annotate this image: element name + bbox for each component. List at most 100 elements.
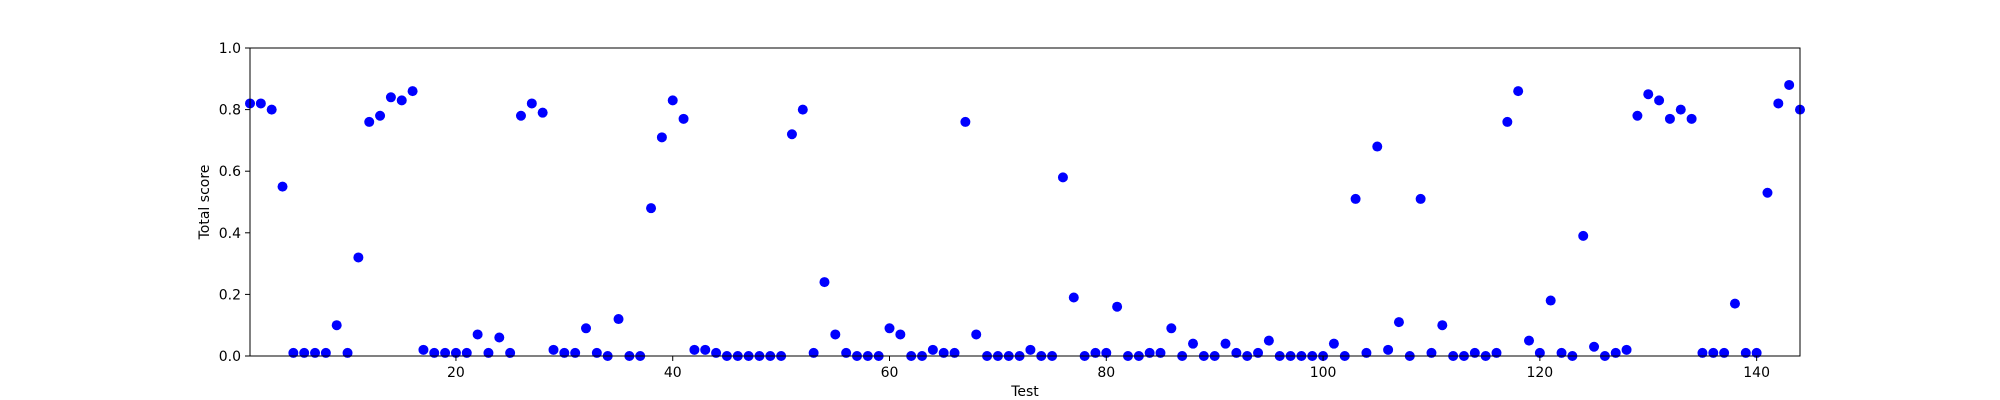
data-point <box>1101 347 1112 358</box>
y-tick-label: 0.0 <box>219 349 241 365</box>
data-point <box>1784 79 1795 90</box>
data-point <box>1112 301 1123 312</box>
data-point <box>277 181 288 192</box>
data-point <box>1762 187 1773 198</box>
x-tick-label: 20 <box>447 365 465 381</box>
data-point <box>1220 338 1231 349</box>
data-point <box>1610 347 1621 358</box>
data-point <box>1393 317 1404 328</box>
data-point <box>1383 344 1394 355</box>
data-point <box>288 347 299 358</box>
data-point <box>1675 104 1686 115</box>
data-point <box>255 98 266 109</box>
data-point <box>1719 347 1730 358</box>
data-point <box>505 347 516 358</box>
data-point <box>299 347 310 358</box>
data-point <box>700 344 711 355</box>
data-point <box>407 86 418 97</box>
data-point <box>1350 193 1361 204</box>
data-point <box>656 132 667 143</box>
data-point <box>1773 98 1784 109</box>
data-point <box>1469 347 1480 358</box>
y-axis: 0.0 0.2 0.4 0.6 0.8 1.0 <box>219 41 250 365</box>
data-point <box>483 347 494 358</box>
data-point <box>570 347 581 358</box>
data-point <box>884 323 895 334</box>
data-point <box>1643 89 1654 100</box>
data-point <box>1426 347 1437 358</box>
data-point <box>646 203 657 214</box>
data-point <box>1502 116 1513 127</box>
data-point <box>429 347 440 358</box>
data-point <box>1253 347 1264 358</box>
data-point <box>797 104 808 115</box>
y-tick-label: 0.4 <box>219 226 241 242</box>
data-point <box>1632 110 1643 121</box>
data-point <box>938 347 949 358</box>
data-point <box>1437 320 1448 331</box>
y-tick-label: 0.6 <box>219 164 241 180</box>
data-point <box>364 116 375 127</box>
x-tick-label: 120 <box>1526 365 1553 381</box>
data-point <box>1057 172 1068 183</box>
data-point <box>1263 335 1274 346</box>
data-point <box>613 314 624 325</box>
data-point <box>331 320 342 331</box>
x-axis: 20 40 60 80 100 120 140 <box>447 356 1770 381</box>
data-point <box>1491 347 1502 358</box>
data-point <box>678 113 689 124</box>
data-point <box>1664 113 1675 124</box>
data-point <box>949 347 960 358</box>
data-point <box>1415 193 1426 204</box>
axes-frame <box>249 47 1801 357</box>
data-point <box>1025 344 1036 355</box>
data-point <box>895 329 906 340</box>
data-point <box>450 347 461 358</box>
data-point <box>418 344 429 355</box>
data-point <box>472 329 483 340</box>
data-point <box>375 110 386 121</box>
data-point <box>581 323 592 334</box>
data-point <box>1328 338 1339 349</box>
data-point <box>1740 347 1751 358</box>
data-point <box>320 347 331 358</box>
data-point <box>342 347 353 358</box>
data-point <box>1166 323 1177 334</box>
data-point <box>537 107 548 118</box>
data-point <box>526 98 537 109</box>
y-tick-label: 0.2 <box>219 287 241 303</box>
data-point <box>1155 347 1166 358</box>
data-point <box>808 347 819 358</box>
data-point <box>971 329 982 340</box>
data-point <box>1372 141 1383 152</box>
x-axis-label: Test <box>1010 384 1039 400</box>
data-point <box>396 95 407 106</box>
data-point <box>494 332 505 343</box>
data-point <box>1621 344 1632 355</box>
x-tick-label: 100 <box>1310 365 1337 381</box>
data-point <box>1524 335 1535 346</box>
data-point <box>1513 86 1524 97</box>
data-point <box>1556 347 1567 358</box>
data-point <box>1090 347 1101 358</box>
x-tick-label: 80 <box>1097 365 1115 381</box>
data-point <box>1534 347 1545 358</box>
data-point <box>689 344 700 355</box>
y-tick-label: 1.0 <box>219 41 241 57</box>
data-point <box>1361 347 1372 358</box>
data-point <box>841 347 852 358</box>
data-point <box>711 347 722 358</box>
x-tick-label: 140 <box>1743 365 1770 381</box>
data-point <box>927 344 938 355</box>
data-point <box>1729 298 1740 309</box>
x-tick-label: 60 <box>881 365 899 381</box>
data-point <box>1697 347 1708 358</box>
y-tick-label: 0.8 <box>219 103 241 119</box>
data-point <box>667 95 678 106</box>
data-point <box>385 92 396 103</box>
data-point <box>1188 338 1199 349</box>
data-point <box>830 329 841 340</box>
data-point <box>559 347 570 358</box>
data-point <box>310 347 321 358</box>
data-point <box>1231 347 1242 358</box>
